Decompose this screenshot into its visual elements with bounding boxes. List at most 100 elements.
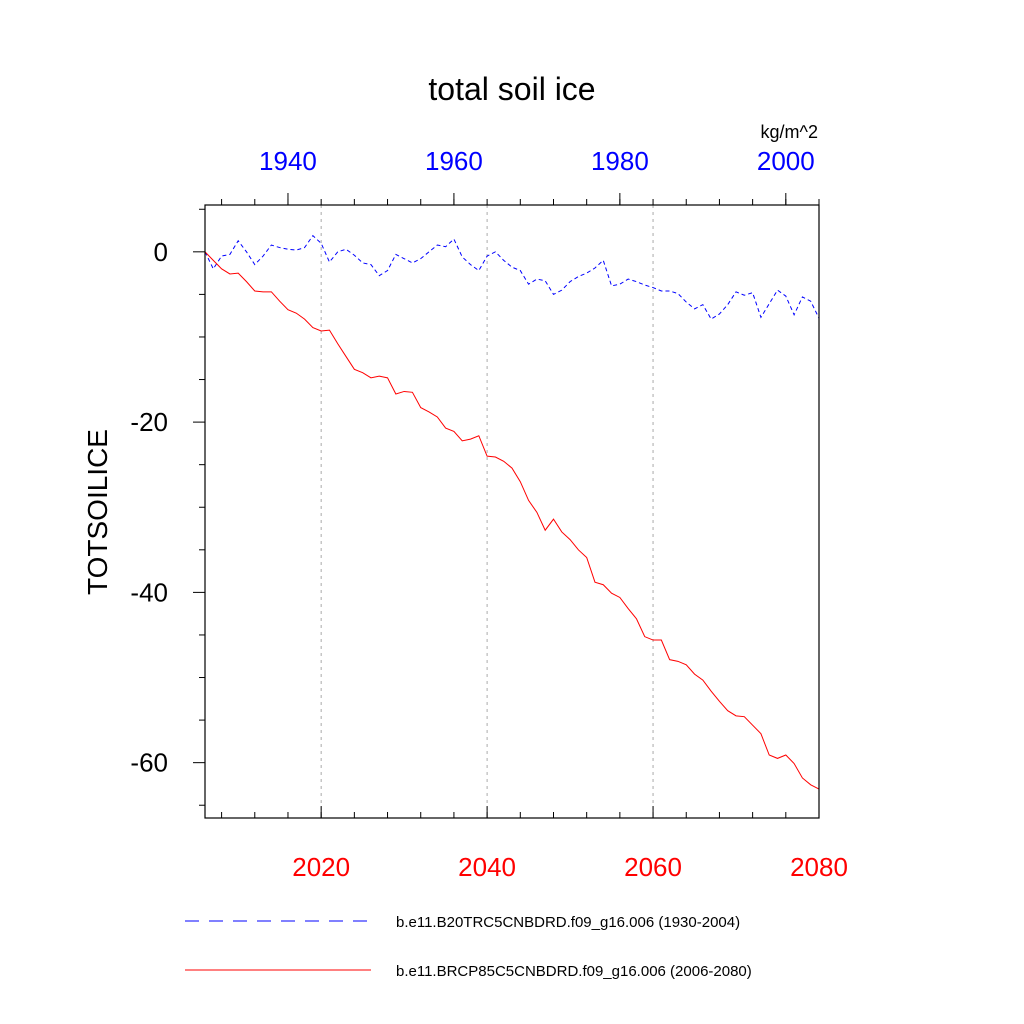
data-point-2074 (769, 754, 770, 755)
data-point-2072 (752, 725, 753, 726)
data-point-1950 (370, 264, 371, 265)
data-point-2013 (262, 291, 263, 292)
series-line-historical (204, 234, 820, 320)
data-point-2057 (628, 608, 629, 609)
data-point-2076 (785, 754, 786, 755)
data-point-2007 (213, 260, 214, 261)
data-point-2065 (694, 674, 695, 675)
data-point-2058 (636, 618, 637, 619)
data-point-1936 (254, 264, 255, 265)
data-point-1956 (420, 258, 421, 259)
data-point-2064 (686, 664, 687, 665)
data-point-1944 (321, 243, 322, 244)
data-point-1934 (238, 240, 239, 241)
y-tick-label--60: -60 (130, 748, 168, 778)
data-point-1940 (287, 249, 288, 250)
data-point-2030 (404, 391, 405, 392)
legend-label-historical: b.e11.B20TRC5CNBDRD.f09_g16.006 (1930-20… (396, 914, 740, 931)
gridlines (320, 205, 654, 818)
data-point-1959 (445, 246, 446, 247)
data-point-2052 (586, 557, 587, 558)
data-point-1987 (677, 293, 678, 294)
data-point-1980 (619, 284, 620, 285)
data-point-2012 (254, 290, 255, 291)
data-point-2040 (487, 456, 488, 457)
data-point-1943 (312, 235, 313, 236)
data-point-2032 (420, 407, 421, 408)
data-point-2034 (437, 416, 438, 417)
data-point-2018 (304, 318, 305, 319)
data-point-2060 (652, 639, 653, 640)
axes: 2020 2040 2060 2080 1940 1960 1980 2000 0 -20 -40 -… (130, 146, 848, 882)
data-point-1960 (453, 238, 454, 239)
data-point-2062 (669, 659, 670, 660)
data-point-2077 (794, 763, 795, 764)
data-point-1985 (661, 290, 662, 291)
data-point-2011 (246, 281, 247, 282)
data-point-1970 (536, 278, 537, 279)
data-point-2063 (677, 661, 678, 662)
bottom-tick-label-2060: 2060 (624, 852, 682, 882)
data-point-2026 (370, 377, 371, 378)
data-point-1988 (686, 301, 687, 302)
data-point-1999 (777, 290, 778, 291)
chart-title: total soil ice (428, 71, 595, 107)
data-point-2044 (520, 481, 521, 482)
data-point-1965 (495, 251, 496, 252)
data-point-2019 (312, 327, 313, 328)
y-tick-label-0: 0 (154, 237, 168, 267)
data-point-1969 (528, 284, 529, 285)
data-point-2048 (553, 519, 554, 520)
data-point-1973 (561, 290, 562, 291)
data-point-1976 (586, 273, 587, 274)
data-point-2029 (395, 393, 396, 394)
legend-label-rcp85: b.e11.BRCP85C5CNBDRD.f09_g16.006 (2006-2… (396, 963, 752, 980)
data-point-1945 (329, 261, 330, 262)
data-point-2043 (511, 467, 512, 468)
data-point-2010 (238, 273, 239, 274)
top-tick-label-1960: 1960 (425, 146, 483, 176)
data-point-1997 (760, 317, 761, 318)
top-tick-label-2000: 2000 (757, 146, 815, 176)
data-point-2059 (644, 636, 645, 637)
data-point-2008 (221, 268, 222, 269)
data-point-1964 (487, 255, 488, 256)
data-point-1963 (478, 270, 479, 271)
data-point-2038 (470, 439, 471, 440)
data-point-1933 (229, 254, 230, 255)
data-point-1981 (628, 278, 629, 279)
data-point-2016 (287, 309, 288, 310)
data-point-2046 (536, 512, 537, 513)
data-point-2056 (619, 597, 620, 598)
top-tick-label-1940: 1940 (259, 146, 317, 176)
data-point-1967 (511, 267, 512, 268)
data-point-2049 (561, 531, 562, 532)
data-point-2045 (528, 500, 529, 501)
data-point-2027 (379, 376, 380, 377)
data-point-1938 (271, 244, 272, 245)
data-point-1939 (279, 247, 280, 248)
data-point-1986 (669, 290, 670, 291)
y-tick-label--40: -40 (130, 577, 168, 607)
data-point-1931 (213, 268, 214, 269)
data-point-1975 (578, 276, 579, 277)
data-point-1989 (694, 308, 695, 309)
data-point-2073 (760, 733, 761, 734)
data-point-2061 (661, 639, 662, 640)
data-point-1983 (644, 284, 645, 285)
y-tick-label--20: -20 (130, 407, 168, 437)
data-point-1937 (262, 255, 263, 256)
data-point-2078 (802, 777, 803, 778)
series-line-rcp85 (204, 251, 820, 790)
data-point-1947 (345, 249, 346, 250)
data-point-1942 (304, 247, 305, 248)
data-point-1984 (652, 287, 653, 288)
data-point-1952 (387, 270, 388, 271)
data-point-2070 (735, 715, 736, 716)
data-point-2071 (744, 716, 745, 717)
data-point-2023 (345, 356, 346, 357)
data-point-1958 (437, 244, 438, 245)
data-point-1994 (735, 291, 736, 292)
data-point-1946 (337, 251, 338, 252)
legend: b.e11.B20TRC5CNBDRD.f09_g16.006 (1930-20… (185, 914, 752, 980)
